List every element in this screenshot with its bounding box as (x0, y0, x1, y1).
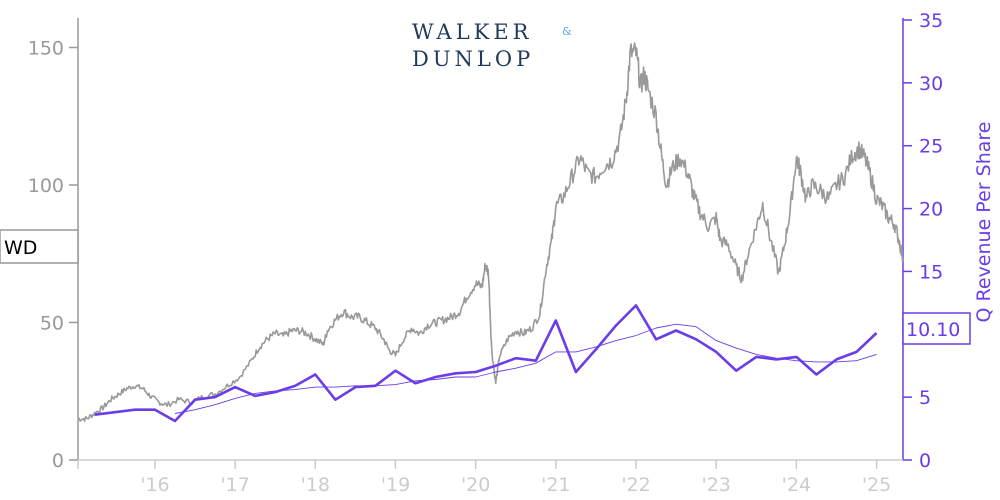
last-revenue-label: 10.10 (906, 319, 960, 341)
right-tick-label: 20 (919, 199, 943, 221)
right-tick-label: 35 (919, 10, 943, 32)
x-tick-label: '25 (862, 474, 891, 496)
left-tick-label: 0 (52, 450, 64, 472)
x-tick-label: '17 (220, 474, 249, 496)
right-tick-label: 5 (919, 387, 931, 409)
series-layer (77, 42, 904, 423)
logo-line-2: DUNLOP (412, 47, 534, 71)
last-revenue-box: 10.10 (902, 312, 971, 345)
x-tick-label: '21 (541, 474, 570, 496)
logo-ampersand: & (562, 25, 572, 38)
left-tick-label: 150 (28, 38, 64, 60)
ticker-label-box: WD (0, 229, 79, 264)
x-tick-label: '19 (381, 474, 410, 496)
right-axis-ticks: 05101520253035 (903, 10, 943, 472)
x-tick-label: '24 (782, 474, 811, 496)
price-line (77, 42, 904, 422)
x-tick-label: '18 (301, 474, 330, 496)
revenue-trend-line (174, 323, 877, 414)
x-axis: '16 '17 '18 '19 '20 '21 '22 '23 '24 '25 (77, 459, 903, 496)
x-tick-label: '22 (621, 474, 650, 496)
revenue-line (94, 304, 878, 423)
x-tick-label: '16 (140, 474, 169, 496)
right-tick-label: 30 (919, 73, 943, 95)
ticker-label: WD (4, 237, 37, 259)
ticker-box-border (0, 229, 79, 264)
left-tick-label: 50 (40, 313, 64, 335)
right-axis-label: Q Revenue Per Share (973, 122, 995, 323)
company-logo: WALKER & DUNLOP (412, 20, 572, 71)
right-axis: 05101520253035 Q Revenue Per Share (902, 10, 995, 472)
right-tick-label: 0 (919, 450, 931, 472)
left-axis-ticks: 0 50 100 150 (28, 38, 78, 472)
x-tick-label: '23 (701, 474, 730, 496)
x-axis-ticks: '16 '17 '18 '19 '20 '21 '22 '23 '24 '25 (77, 460, 891, 496)
x-tick-label: '20 (461, 474, 490, 496)
last-revenue-box-border (902, 312, 971, 345)
right-tick-label: 25 (919, 136, 943, 158)
logo-line-1: WALKER (412, 20, 532, 44)
left-tick-label: 100 (28, 175, 64, 197)
right-tick-label: 15 (919, 261, 943, 283)
